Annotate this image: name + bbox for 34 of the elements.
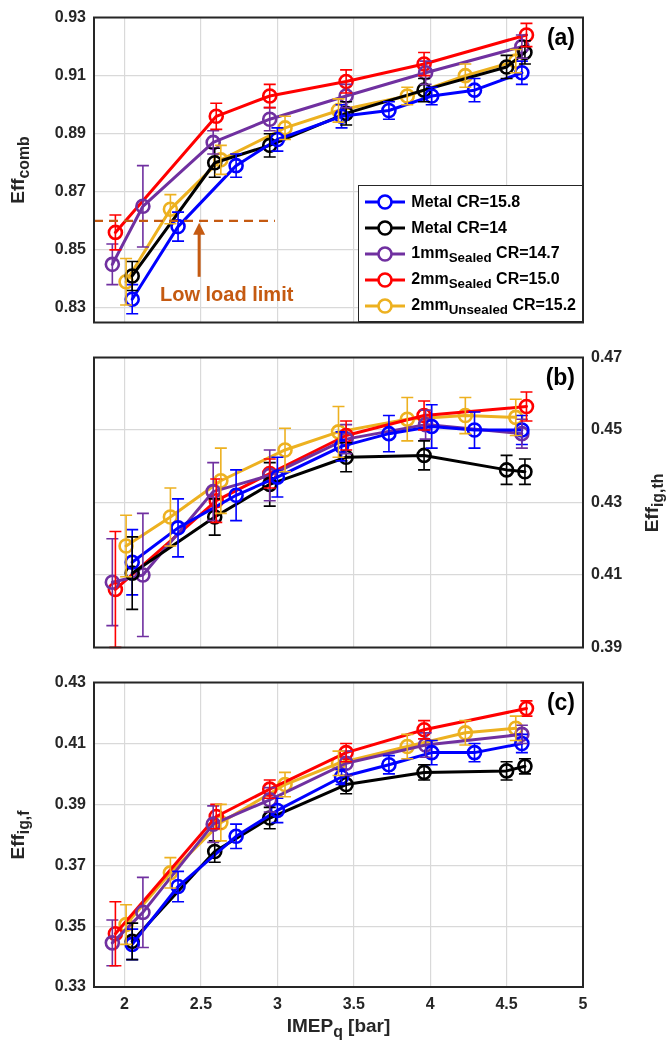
y-tick-label: 0.83 (54, 298, 87, 316)
x-tick-label: 3 (272, 995, 282, 1013)
y-tick-label: 0.91 (54, 66, 87, 84)
y-tick-label: 0.39 (591, 637, 623, 655)
y-tick-label: 0.89 (54, 124, 87, 142)
chart-title: (a) (546, 24, 575, 51)
y-tick-label: 0.39 (54, 794, 87, 812)
y-tick-label: 0.43 (591, 492, 623, 510)
ref-line-label: Low load limit (160, 282, 294, 305)
legend-label: Metal CR=15.8 (411, 193, 521, 212)
y-tick-label: 0.41 (591, 565, 623, 583)
x-tick-label: 2 (120, 995, 130, 1013)
y-tick-label: 0.43 (54, 673, 87, 691)
x-tick-label: 3.5 (342, 995, 365, 1013)
y-tick-label: 0.35 (54, 916, 87, 934)
y-tick-label: 0.37 (54, 855, 87, 873)
x-tick-label: 4.5 (495, 995, 518, 1013)
y-tick-label: 0.93 (54, 8, 87, 26)
y-tick-label: 0.47 (591, 348, 623, 366)
y-tick-label: 0.87 (54, 182, 87, 200)
x-tick-label: 5 (578, 995, 588, 1013)
legend-label: 2mm$_{Unsealed}$ CR=15.2 (411, 295, 576, 317)
x-tick-label: 2.5 (189, 995, 213, 1013)
chart-title: (b) (545, 364, 575, 391)
legend-label: 2mm$_{Sealed}$ CR=15.0 (411, 269, 560, 291)
legend-label: Metal CR=14 (411, 219, 507, 238)
x-tick-label: 4 (425, 995, 435, 1013)
x-axis-title: IMEP$_{q}$ [bar] (286, 1015, 391, 1041)
chart-title: (c) (546, 689, 575, 716)
y-tick-label: 0.33 (54, 977, 87, 995)
y-tick-label: 0.45 (591, 420, 623, 438)
legend-label: 1mm$_{Sealed}$ CR=14.7 (411, 243, 560, 265)
y-tick-label: 0.85 (54, 240, 87, 258)
y-tick-label: 0.41 (54, 733, 87, 751)
